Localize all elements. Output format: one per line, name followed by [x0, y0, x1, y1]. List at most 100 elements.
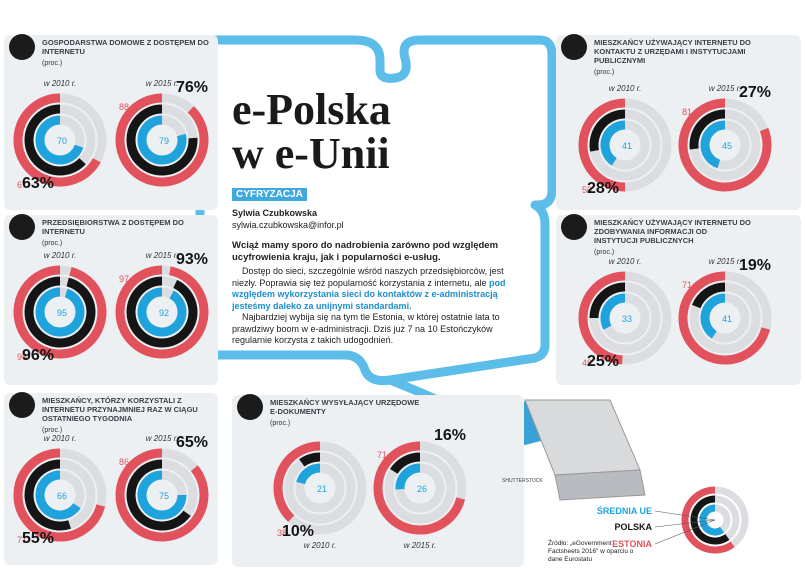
ring-eu	[395, 463, 421, 490]
year-label: w 2010 r.	[44, 79, 77, 88]
text: Dostęp do sieci, szczególnie wśród naszy…	[232, 266, 504, 288]
ring-estonia	[115, 93, 209, 187]
panel-title: MIESZKAŃCY WYSYŁAJĄCY URZĘDOWE E-DOKUMENT…	[270, 398, 419, 416]
year-label: w 2015 r.	[146, 79, 179, 88]
unit: (proc.)	[594, 69, 614, 76]
eu-label: 75	[159, 491, 169, 501]
panel-icon	[561, 214, 587, 240]
year-label: w 2015 r.	[146, 434, 179, 443]
ring-poland	[589, 282, 626, 319]
estonia-label: 81	[682, 107, 692, 117]
ring-estonia	[578, 98, 626, 192]
author: Sylwia Czubkowska	[232, 208, 318, 218]
eu-label: 33	[622, 314, 632, 324]
eu-label: 66	[57, 491, 67, 501]
panel-title: MIESZKAŃCY UŻYWAJĄCY INTERNETU DO ZDOBYWA…	[594, 218, 751, 245]
estonia-label: 50	[582, 185, 592, 195]
legend-ring	[681, 486, 735, 554]
panel-icon	[9, 392, 35, 418]
eu-label: 41	[622, 141, 632, 151]
ring-poland	[126, 276, 198, 348]
ring-estonia	[115, 265, 209, 359]
estonia-label: 88	[119, 102, 129, 112]
poland-label: 27%	[739, 84, 771, 101]
eu-label: 45	[722, 141, 732, 151]
panel-icon	[9, 214, 35, 240]
panel-title: MIESZKAŃCY UŻYWAJĄCY INTERNETU DO KONTAKT…	[594, 38, 751, 65]
legend-label: ŚREDNIA UE	[597, 505, 652, 516]
tag: CYFRYZACJA	[232, 188, 307, 201]
unit: (proc.)	[594, 249, 614, 256]
legend-leader	[654, 519, 716, 528]
estonia-label: 96	[17, 352, 27, 362]
ring-poland	[589, 109, 626, 152]
ring-eu	[35, 470, 81, 520]
ring-eu	[700, 293, 726, 339]
poland-label: 25%	[587, 353, 619, 370]
estonia-label: 49	[582, 358, 592, 368]
legend-label: POLSKA	[614, 522, 652, 532]
legend-ring	[699, 504, 725, 536]
ring-poland	[126, 104, 198, 176]
estonia-label: 38	[277, 528, 287, 538]
year-label: w 2015 r.	[709, 84, 742, 93]
ring-estonia	[273, 441, 321, 522]
eu-label: 92	[159, 308, 169, 318]
year-label: w 2015 r.	[404, 541, 437, 550]
panel-title: GOSPODARSTWA DOMOWE Z DOSTĘPEM DO INTERNE…	[42, 38, 209, 56]
lead: Wciąż mamy sporo do nadrobienia zarówno …	[232, 240, 499, 263]
ring-poland	[689, 109, 726, 150]
ring-poland	[390, 452, 421, 475]
unit: (proc.)	[270, 420, 290, 427]
ring-estonia	[13, 448, 106, 542]
eu-label: 70	[57, 136, 67, 146]
ring-eu	[35, 115, 84, 165]
estonia-label: 86	[119, 457, 129, 467]
title-line: e-Polska	[232, 85, 391, 134]
ring-poland	[24, 276, 96, 348]
poland-label: 19%	[739, 257, 771, 274]
ring-estonia	[578, 271, 626, 365]
estonia-label: 67	[17, 180, 27, 190]
body: Dostęp do sieci, szczególnie wśród naszy…	[232, 266, 522, 347]
poland-label: 96%	[22, 347, 54, 364]
poland-label: 28%	[587, 180, 619, 197]
ring-poland	[691, 282, 726, 309]
unit: (proc.)	[42, 60, 62, 67]
poland-label: 10%	[282, 523, 314, 540]
poland-label: 76%	[176, 79, 208, 96]
estonia-label: 71	[682, 280, 692, 290]
ring-estonia	[678, 271, 771, 365]
poland-label: 93%	[176, 251, 208, 268]
ring-eu	[296, 463, 321, 485]
legend-leader	[654, 510, 716, 521]
paragraph: Dostęp do sieci, szczególnie wśród naszy…	[232, 266, 522, 312]
unit: (proc.)	[42, 427, 62, 434]
ring-eu	[137, 287, 187, 337]
ring-eu	[600, 120, 626, 166]
poland-label: 63%	[22, 175, 54, 192]
unit: (proc.)	[42, 240, 62, 247]
title-line: w e-Unii	[232, 129, 390, 178]
poland-label: 55%	[22, 530, 54, 547]
legend-ring	[690, 495, 730, 545]
eu-label: 79	[159, 136, 169, 146]
year-label: w 2010 r.	[44, 434, 77, 443]
photo-credit: SHUTTERSTOCK	[502, 478, 543, 484]
panel-icon	[561, 34, 587, 60]
legend-leader	[654, 519, 716, 545]
panel-icon	[237, 394, 263, 420]
year-label: w 2010 r.	[304, 541, 337, 550]
ring-eu	[35, 287, 85, 337]
eu-label: 26	[417, 484, 427, 494]
ring-eu	[137, 470, 187, 520]
panel-bg	[4, 35, 218, 210]
paragraph: Najbardziej wybija się na tym tle Estoni…	[232, 312, 500, 345]
estonia-label: 97	[119, 274, 129, 284]
year-label: w 2010 r.	[44, 251, 77, 260]
year-label: w 2015 r.	[146, 251, 179, 260]
panel-title: MIESZKAŃCY, KTÓRZY KORZYSTALI Z INTERNETU…	[42, 396, 198, 423]
eu-label: 95	[57, 308, 67, 318]
